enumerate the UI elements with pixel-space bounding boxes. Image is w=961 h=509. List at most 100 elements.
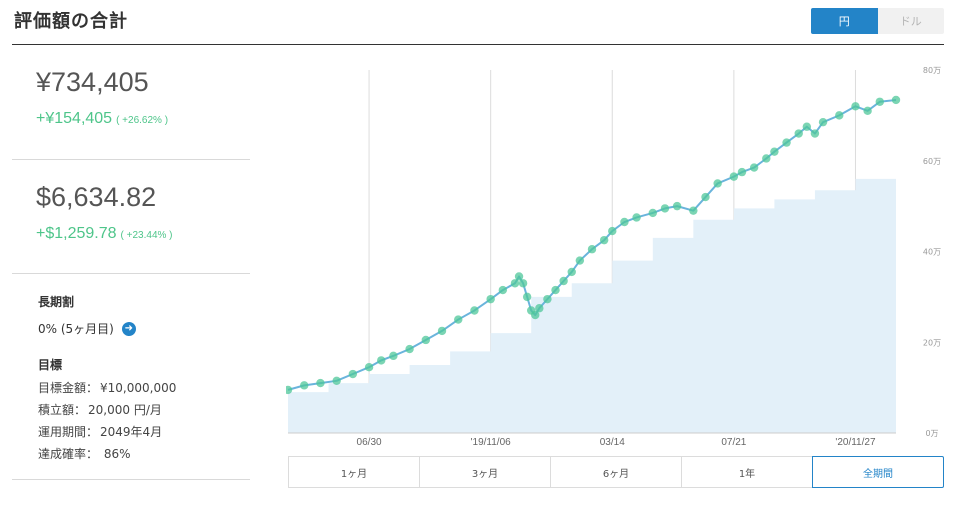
y-tick-label: 20万	[923, 338, 941, 347]
valuation-point	[608, 226, 617, 236]
period-6-month-button[interactable]: 6ヶ月	[550, 456, 682, 488]
valuation-point	[762, 154, 771, 163]
valuation-point	[389, 351, 398, 361]
valuation-point	[737, 167, 747, 177]
valuation-point	[522, 292, 532, 302]
long-term-value: 0% (5ヶ月目)	[38, 322, 114, 336]
monthly-deposit-label: 積立額：	[38, 403, 87, 417]
valuation-point	[316, 378, 325, 388]
period-1-month-button[interactable]: 1ヶ月	[288, 456, 420, 488]
plan-details	[12, 273, 250, 480]
valuation-point	[498, 285, 508, 295]
currency-yen-button[interactable]: 円	[811, 8, 878, 34]
x-tick-label: '19/11/06	[471, 437, 512, 448]
valuation-point	[551, 285, 560, 295]
valuation-point	[486, 294, 495, 304]
yen-total-value: ¥734,405	[36, 67, 149, 97]
usd-total-value: $6,634.82	[36, 182, 157, 212]
y-tick-label: 40万	[923, 248, 941, 257]
valuation-chart: 0万 20万 40万 60万 80万 06/30 '19/11/06 03/14 07/21 '2…	[286, 65, 946, 450]
valuation-point	[875, 97, 884, 106]
yen-gain-percent: ( +26.62% )	[116, 115, 169, 126]
valuation-point	[364, 363, 374, 372]
valuation-point	[810, 129, 820, 138]
valuation-point	[543, 294, 552, 304]
valuation-point	[535, 304, 544, 313]
valuation-point	[421, 335, 431, 345]
arrow-right-icon[interactable]: ➜	[121, 321, 136, 336]
x-tick-label: 07/21	[721, 437, 746, 448]
header: 評価額の合計 円 ドル	[12, 0, 944, 45]
goal-amount-value: ¥10,000,000	[100, 381, 177, 395]
goal-amount-label: 目標金額：	[38, 381, 99, 395]
valuation-point	[300, 381, 309, 390]
usd-gain: +$1,259.78( +23.44% )	[36, 225, 173, 243]
valuation-point	[802, 122, 812, 131]
page-title: 評価額の合計	[14, 11, 128, 32]
invested-area	[288, 169, 896, 433]
valuation-point	[437, 326, 447, 336]
valuation-point	[454, 315, 463, 324]
valuation-point	[749, 163, 759, 172]
period-1-year-button[interactable]: 1年	[681, 456, 813, 488]
currency-toggle[interactable]: 円 ドル	[811, 8, 944, 34]
valuation-point	[286, 385, 293, 395]
currency-usd-button[interactable]: ドル	[877, 8, 944, 34]
yen-gain-amount: +¥154,405	[36, 110, 113, 127]
valuation-point	[599, 235, 609, 245]
long-term-title: 長期割	[38, 295, 75, 309]
valuation-point	[470, 306, 479, 315]
probability-row: 達成確率： 86%	[38, 445, 131, 462]
valuation-point	[782, 138, 791, 147]
valuation-point	[713, 179, 722, 188]
y-tick-label: 80万	[923, 66, 941, 75]
valuation-point	[770, 147, 779, 156]
period-selector[interactable]: 1ヶ月 3ヶ月 6ヶ月 1年 全期間	[288, 456, 944, 488]
valuation-point	[514, 272, 524, 281]
monthly-deposit-row: 積立額： 20,000 円/月	[38, 401, 162, 418]
valuation-point	[405, 344, 414, 354]
valuation-point	[518, 279, 528, 288]
usd-gain-percent: ( +23.44% )	[120, 230, 173, 241]
y-tick-label: 60万	[923, 157, 941, 166]
valuation-point	[851, 102, 860, 111]
x-tick-label: 03/14	[600, 437, 625, 448]
probability-label: 達成確率：	[38, 447, 99, 461]
y-tick-label: 0万	[925, 429, 938, 438]
period-value: 2049年4月	[100, 425, 163, 439]
valuation-point	[587, 245, 597, 254]
goal-amount-row: 目標金額： ¥10,000,000	[38, 379, 176, 396]
valuation-point	[701, 192, 710, 202]
usd-gain-amount: +$1,259.78	[36, 225, 117, 242]
monthly-deposit-value: 20,000 円/月	[88, 403, 162, 417]
valuation-point	[794, 129, 803, 138]
period-row: 運用期間： 2049年4月	[38, 423, 162, 440]
yen-summary	[12, 45, 250, 160]
valuation-point	[891, 95, 901, 105]
valuation-point	[332, 376, 341, 386]
valuation-point	[377, 356, 386, 365]
period-3-month-button[interactable]: 3ヶ月	[419, 456, 551, 488]
valuation-point	[559, 276, 568, 286]
usd-summary	[12, 159, 250, 274]
valuation-point	[818, 117, 828, 127]
valuation-point	[835, 111, 844, 120]
probability-value: 86%	[100, 447, 131, 461]
valuation-point	[620, 217, 629, 227]
valuation-point	[689, 206, 698, 215]
valuation-point	[863, 106, 872, 116]
period-label: 運用期間：	[38, 425, 99, 439]
valuation-point	[660, 204, 670, 213]
valuation-point	[672, 201, 682, 211]
valuation-point	[575, 256, 585, 265]
valuation-point	[648, 208, 657, 218]
long-term-row: 0% (5ヶ月目) ➜	[38, 320, 136, 337]
valuation-point	[510, 279, 520, 288]
valuation-point	[729, 172, 739, 181]
valuation-point	[348, 369, 358, 379]
period-all-button[interactable]: 全期間	[812, 456, 944, 488]
chart-svg: 0万 20万 40万 60万 80万 06/30 '19/11/06 03/14 07/21 '2…	[286, 66, 941, 448]
yen-gain: +¥154,405( +26.62% )	[36, 110, 168, 128]
goal-title: 目標	[38, 358, 63, 372]
valuation-point	[567, 267, 576, 277]
